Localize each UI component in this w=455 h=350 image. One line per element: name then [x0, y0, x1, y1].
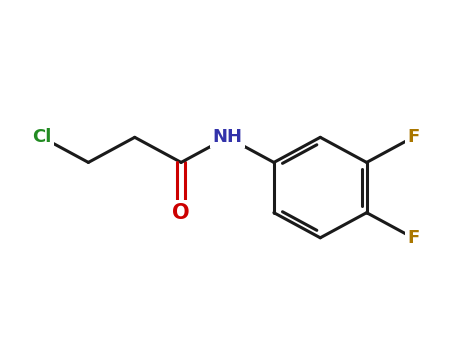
Text: F: F: [407, 229, 419, 247]
Text: F: F: [407, 128, 419, 146]
Text: Cl: Cl: [32, 128, 52, 146]
Text: NH: NH: [212, 128, 243, 146]
Text: O: O: [172, 203, 190, 223]
